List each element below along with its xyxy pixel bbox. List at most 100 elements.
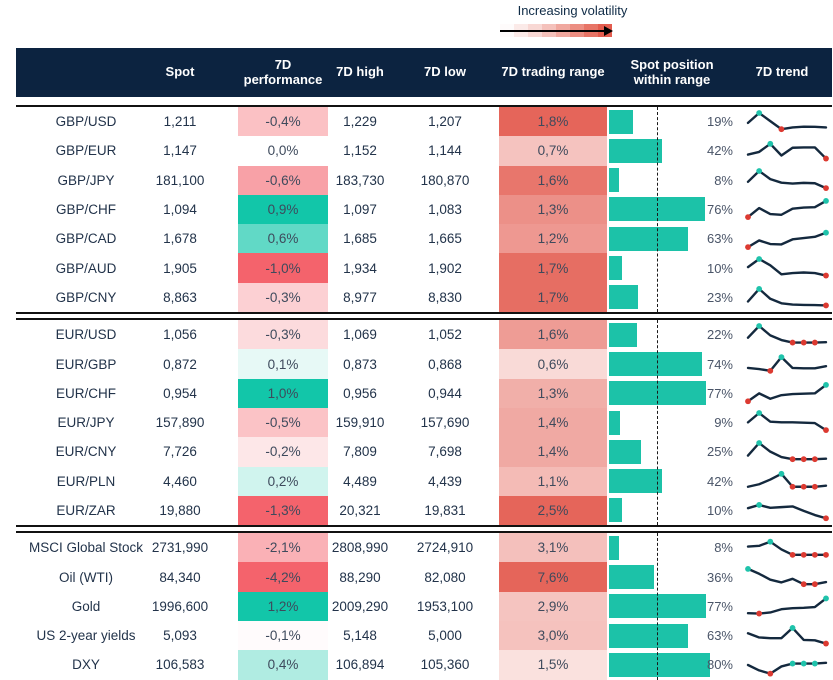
position-percentage: 63%	[706, 231, 733, 247]
table-row: DXY 106,583 0,4% 106,894 105,360 1,5% 80%	[16, 650, 832, 680]
position-bar	[609, 256, 622, 281]
spot-value: 19,880	[159, 503, 201, 518]
trend-sparkline	[745, 382, 829, 405]
performance-cell: 0,2%	[238, 466, 328, 496]
position-bar-track	[609, 322, 735, 347]
trend-sparkline	[746, 502, 829, 522]
spot-value: 4,460	[163, 473, 197, 489]
low-marker	[745, 243, 751, 250]
row-label: GBP/CNY	[55, 289, 117, 305]
high-value: 20,321	[339, 503, 381, 518]
position-bar-track	[609, 623, 735, 648]
high-marker	[823, 229, 829, 236]
position-bar-track	[609, 469, 735, 494]
position-bar	[609, 285, 638, 310]
trading-range-cell: 1,7%	[499, 282, 607, 313]
table-row: EUR/CNY 7,726 -0,2% 7,809 7,698 1,4% 25%	[16, 437, 832, 467]
low-value: 1,207	[428, 114, 462, 130]
trading-range-cell: 2,5%	[499, 495, 607, 526]
position-bar-track	[609, 498, 735, 523]
trend-sparkline	[746, 322, 828, 346]
high-value: 1,685	[343, 231, 377, 247]
performance-cell: -0,5%	[238, 407, 328, 438]
low-value: 7,698	[428, 444, 462, 460]
performance-cell: -0,3%	[238, 282, 328, 313]
row-label: EUR/JPY	[57, 415, 115, 431]
performance-cell: 1,0%	[238, 378, 328, 408]
trend-sparkline-cell	[744, 138, 830, 164]
low-value: 19,831	[424, 503, 466, 518]
row-label: GBP/EUR	[55, 143, 117, 159]
low-marker	[811, 551, 818, 558]
low-marker	[800, 551, 807, 558]
position-bar-track	[609, 168, 735, 193]
trading-range-cell: 1,5%	[499, 650, 607, 680]
low-value: 157,690	[420, 415, 470, 431]
high-value: 4,489	[343, 473, 377, 489]
position-percentage: 80%	[706, 657, 733, 673]
trading-range-cell: 2,9%	[499, 591, 607, 622]
performance-cell: -2,1%	[238, 533, 328, 563]
position-bar-track	[609, 439, 735, 464]
table-group-1: GBP/USD 1,211 -0,4% 1,229 1,207 1,8% 19% GBP/EU…	[16, 105, 832, 315]
high-marker	[778, 354, 785, 360]
low-marker	[823, 155, 829, 162]
low-value: 1953,100	[416, 598, 474, 614]
high-marker	[823, 382, 829, 388]
trading-range-cell: 1,3%	[499, 194, 607, 225]
trend-sparkline	[746, 256, 829, 279]
performance-cell: -0,3%	[238, 320, 328, 350]
high-value: 1,152	[343, 143, 377, 159]
trading-range-cell: 3,1%	[499, 533, 607, 563]
low-value: 5,000	[428, 628, 462, 644]
position-bar-track	[609, 138, 735, 163]
spot-value: 2731,990	[151, 540, 209, 556]
trend-sparkline-cell	[744, 623, 830, 649]
column-header-spot: Spot	[165, 64, 195, 80]
trading-range-cell: 3,0%	[499, 621, 607, 651]
table-row: GBP/CAD 1,678 0,6% 1,685 1,665 1,2% 63%	[16, 224, 832, 254]
table-row: EUR/CHF 0,954 1,0% 0,956 0,944 1,3% 77%	[16, 378, 832, 408]
row-label: US 2-year yields	[36, 628, 136, 644]
performance-cell: -1,0%	[238, 253, 328, 283]
spot-value: 1,211	[163, 114, 197, 130]
position-bar	[609, 226, 689, 251]
high-value: 7,809	[343, 444, 377, 460]
high-marker	[800, 660, 807, 667]
trading-range-cell: 7,6%	[499, 562, 607, 592]
position-bar-track	[609, 226, 735, 251]
trend-sparkline-cell	[744, 652, 830, 678]
trend-sparkline-cell	[744, 439, 830, 465]
table-row: Oil (WTI) 84,340 -4,2% 88,290 82,080 7,6% 36%	[16, 562, 832, 592]
high-value: 106,894	[335, 657, 385, 673]
position-percentage: 36%	[706, 569, 733, 585]
trend-sparkline-cell	[744, 593, 830, 619]
position-bar	[609, 498, 622, 523]
low-marker	[789, 551, 796, 558]
position-bar	[609, 439, 641, 464]
high-marker	[756, 168, 763, 174]
table-row: Gold 1996,600 1,2% 2009,290 1953,100 2,9% 77%	[16, 591, 832, 622]
trend-sparkline-cell	[744, 284, 830, 310]
position-bar-track	[609, 565, 735, 590]
position-bar	[609, 652, 710, 677]
position-bar	[609, 138, 662, 163]
trading-range-cell: 1,8%	[499, 107, 607, 137]
row-label: GBP/CHF	[55, 202, 116, 218]
table-body: GBP/USD 1,211 -0,4% 1,229 1,207 1,8% 19% GBP/EU…	[16, 105, 832, 680]
column-header-trading-range: 7D trading range	[501, 64, 605, 80]
trend-sparkline	[746, 595, 829, 617]
trend-sparkline-cell	[744, 468, 830, 494]
high-marker	[823, 198, 829, 205]
spot-value: 1,056	[163, 327, 197, 343]
trading-range-cell: 1,3%	[499, 378, 607, 408]
low-marker	[823, 551, 829, 558]
spot-value: 7,726	[163, 444, 197, 460]
position-bar	[609, 351, 703, 376]
low-marker	[800, 456, 807, 462]
row-label: GBP/USD	[55, 114, 117, 130]
high-value: 5,148	[343, 628, 377, 644]
low-marker	[823, 185, 829, 192]
position-bar-track	[609, 652, 735, 677]
